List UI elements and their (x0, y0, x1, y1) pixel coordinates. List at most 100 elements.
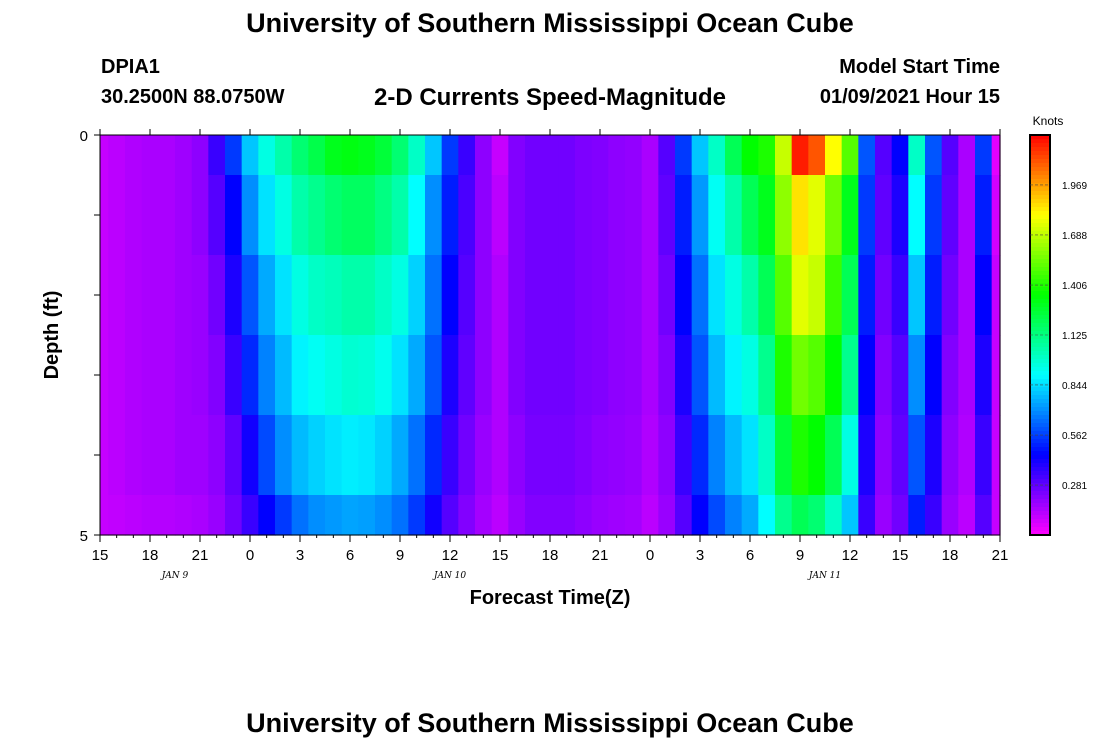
heatmap-cell (158, 135, 176, 176)
heatmap-cell (808, 495, 826, 536)
heatmap-cell (225, 175, 243, 256)
heatmap-cell (875, 135, 893, 176)
heatmap-cell (125, 495, 143, 536)
colorbar-segment (1030, 403, 1050, 408)
heatmap-cell (508, 175, 526, 256)
colorbar-segment (1030, 303, 1050, 308)
heatmap-cell (325, 255, 343, 336)
heatmap-cell (591, 495, 609, 536)
heatmap-cell (658, 335, 676, 416)
heatmap-cell (358, 255, 376, 336)
heatmap-cell (141, 135, 159, 176)
colorbar-tick-label: 0.844 (1062, 381, 1087, 392)
colorbar-segment (1030, 423, 1050, 428)
heatmap-cell (175, 335, 193, 416)
heatmap-cell (841, 255, 859, 336)
heatmap-cell (358, 495, 376, 536)
heatmap-cell (758, 175, 776, 256)
colorbar-segment (1030, 287, 1050, 292)
heatmap-cell (391, 495, 409, 536)
colorbar-segment (1030, 223, 1050, 228)
heatmap-cell (825, 255, 843, 336)
heatmap-cell (625, 255, 643, 336)
heatmap-cell (791, 495, 809, 536)
heatmap-cell (625, 135, 643, 176)
heatmap-cell (975, 415, 993, 496)
heatmap-cell (325, 415, 343, 496)
colorbar-segment (1030, 271, 1050, 276)
colorbar-segment (1030, 463, 1050, 468)
heatmap-cell (591, 415, 609, 496)
heatmap-cell (475, 335, 493, 416)
heatmap-cell (125, 255, 143, 336)
heatmap-cell (541, 175, 559, 256)
heatmap-cell (825, 415, 843, 496)
heatmap-cell (641, 335, 659, 416)
heatmap-cell (108, 135, 126, 176)
heatmap-cell (100, 335, 109, 416)
heatmap-cell (641, 175, 659, 256)
heatmap-cell (125, 175, 143, 256)
heatmap-cell (291, 335, 309, 416)
heatmap-cell (391, 175, 409, 256)
heatmap-cell (891, 255, 909, 336)
colorbar-segment (1030, 487, 1050, 492)
heatmap-cell (608, 135, 626, 176)
heatmap-cell (275, 335, 293, 416)
heatmap-cell (358, 135, 376, 176)
colorbar-segment (1030, 391, 1050, 396)
heatmap-cell (841, 135, 859, 176)
heatmap-cell (308, 175, 326, 256)
heatmap-cell (741, 495, 759, 536)
heatmap-cell (991, 415, 1001, 496)
heatmap-cell (175, 415, 193, 496)
heatmap-cell (225, 335, 243, 416)
heatmap-cell (691, 175, 709, 256)
heatmap-cell (525, 255, 543, 336)
colorbar-segment (1030, 279, 1050, 284)
heatmap-cell (491, 495, 509, 536)
x-tick-label: 12 (442, 547, 459, 564)
heatmap-cell (341, 255, 359, 336)
heatmap-cell (141, 495, 159, 536)
heatmap-cell (675, 175, 693, 256)
heatmap-cell (191, 255, 209, 336)
heatmap-cell (958, 495, 976, 536)
colorbar-segment (1030, 371, 1050, 376)
plot-subtitle: 2-D Currents Speed-Magnitude (373, 84, 727, 111)
heatmap-cell (658, 135, 676, 176)
colorbar-segment (1030, 419, 1050, 424)
heatmap-cell (425, 255, 443, 336)
x-axis-label: Forecast Time(Z) (470, 587, 631, 609)
heatmap-cell (341, 415, 359, 496)
main-title: University of Southern Mississippi Ocean… (246, 8, 854, 38)
heatmap-cell (141, 415, 159, 496)
heatmap-cell (541, 255, 559, 336)
heatmap-cell (208, 135, 226, 176)
heatmap-cell (925, 335, 943, 416)
heatmap-cell (291, 175, 309, 256)
colorbar-segment (1030, 387, 1050, 392)
heatmap-cell (458, 135, 476, 176)
heatmap-cell (558, 135, 576, 176)
heatmap-cell (575, 495, 593, 536)
heatmap-cell (375, 135, 393, 176)
heatmap-cell (408, 335, 426, 416)
heatmap-cell (908, 255, 926, 336)
heatmap-cell (341, 135, 359, 176)
heatmap-cell (708, 135, 726, 176)
heatmap-cell (775, 335, 793, 416)
colorbar-segment (1030, 467, 1050, 472)
heatmap-cell (100, 175, 109, 256)
heatmap-cell (491, 255, 509, 336)
colorbar-segment (1030, 295, 1050, 300)
x-tick-label: 6 (746, 547, 754, 564)
heatmap-cell (675, 135, 693, 176)
heatmap-cell (675, 335, 693, 416)
heatmap-cell (258, 335, 276, 416)
heatmap-cell (975, 135, 993, 176)
heatmap-cell (425, 175, 443, 256)
heatmap-cell (291, 255, 309, 336)
colorbar-segment (1030, 227, 1050, 232)
colorbar-segment (1030, 523, 1050, 528)
